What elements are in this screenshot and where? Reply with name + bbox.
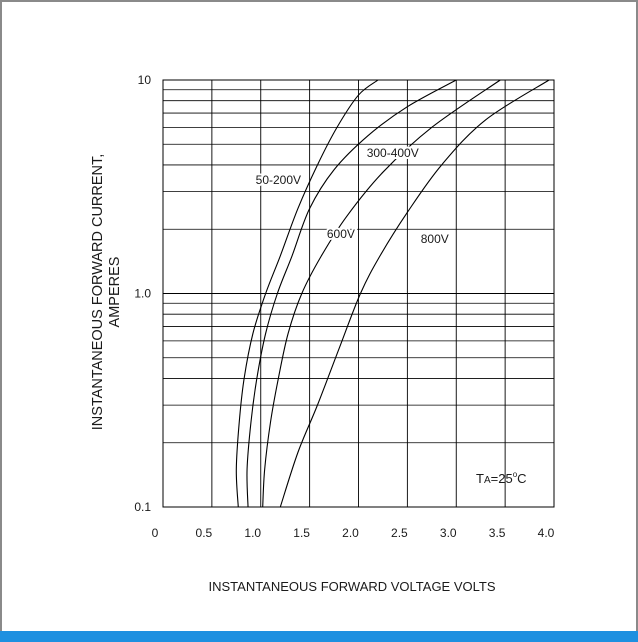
- series-curve: [235, 79, 379, 508]
- x-tick-label: 3.0: [440, 526, 457, 540]
- series-curve: [262, 79, 501, 508]
- x-tick-label: 1.5: [293, 526, 310, 540]
- x-tick-label: 1.0: [244, 526, 261, 540]
- series-label: 600V: [327, 227, 355, 241]
- series-curve: [279, 79, 550, 508]
- x-tick-label: 4.0: [538, 526, 555, 540]
- y-axis-title-line1: INSTANTANEOUS FORWARD CURRENT,: [90, 154, 106, 431]
- y-tick-label: 1.0: [134, 287, 151, 301]
- x-tick-label: 3.5: [489, 526, 506, 540]
- temperature-annotation: TA=25oC: [476, 470, 527, 486]
- x-tick-labels: 0 0.5 1.0 1.5 2.0 2.5 3.0 3.5 4.0: [152, 526, 555, 540]
- x-tick-label: 2.5: [391, 526, 408, 540]
- series-label: 300-400V: [367, 146, 419, 160]
- series-curves: [235, 79, 550, 508]
- x-tick-label: 0.5: [196, 526, 213, 540]
- plot-border: [162, 79, 555, 508]
- y-tick-label: 10: [138, 73, 152, 87]
- series-label: 50-200V: [256, 173, 301, 187]
- x-axis-title: INSTANTANEOUS FORWARD VOLTAGE VOLTS: [209, 579, 496, 594]
- y-tick-label: 0.1: [134, 500, 151, 514]
- y-axis-title-line2: AMPERES: [107, 257, 123, 328]
- x-tick-label: 0: [152, 526, 159, 540]
- series-labels: 50-200V 300-400V 600V 800V: [254, 144, 451, 248]
- y-tick-labels: 0.1 1.0 10: [134, 73, 151, 514]
- x-tick-label: 2.0: [342, 526, 359, 540]
- series-curve: [246, 79, 457, 508]
- series-label: 800V: [421, 232, 449, 246]
- accent-bar: [0, 631, 638, 642]
